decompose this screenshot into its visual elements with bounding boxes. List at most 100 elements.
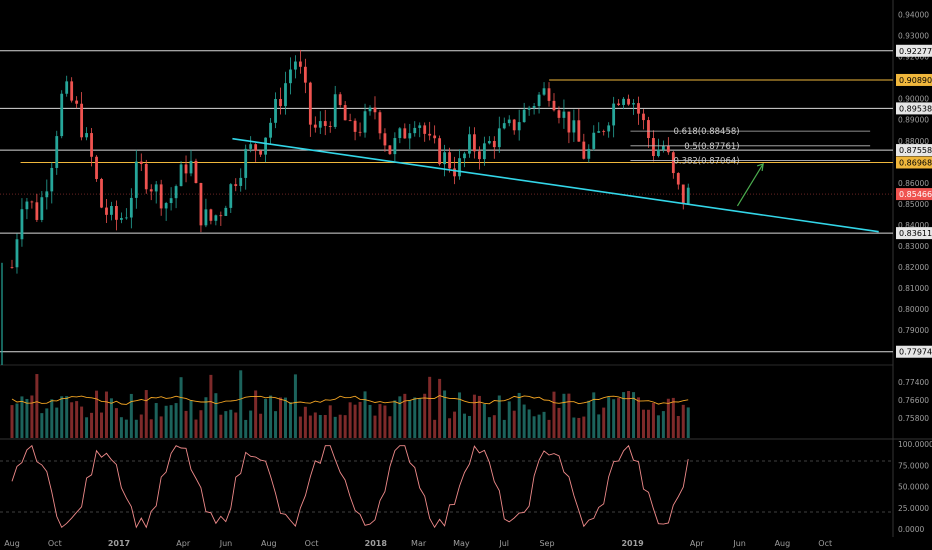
- time-tick-label: May: [453, 539, 470, 548]
- candle-body: [65, 81, 69, 94]
- volume-bar: [154, 403, 158, 438]
- volume-bar: [95, 390, 99, 438]
- candle-body: [313, 124, 317, 128]
- volume-bar: [50, 399, 54, 438]
- volume-bar: [90, 412, 94, 438]
- time-tick-label: Mar: [411, 539, 427, 548]
- volume-bar: [517, 392, 521, 438]
- volume-bar: [458, 392, 462, 438]
- volume-bar: [453, 411, 457, 438]
- price-level-badge: [896, 156, 932, 169]
- volume-bar: [676, 415, 680, 438]
- candle-body: [35, 202, 39, 220]
- candle-body: [522, 109, 526, 123]
- price-level-badge: [896, 144, 932, 157]
- time-tick-label: Jul: [498, 539, 509, 548]
- price-tick-label: 0.89000: [898, 116, 929, 125]
- volume-bar: [60, 396, 64, 438]
- volume-bar: [438, 378, 442, 438]
- candle-body: [289, 69, 292, 84]
- candle-body: [10, 267, 14, 268]
- volume-bar: [134, 419, 138, 438]
- price-level-badge-label: 0.89538: [899, 104, 932, 113]
- time-tick-label: Jun: [219, 539, 233, 548]
- price-tick-label: 0.92000: [898, 53, 929, 62]
- candle-body: [244, 148, 248, 178]
- volume-bar: [45, 408, 49, 438]
- candle-body: [383, 133, 387, 146]
- candle-body: [537, 94, 541, 107]
- candle-body: [567, 111, 571, 133]
- candle-body: [105, 207, 108, 215]
- candle-body: [418, 125, 422, 128]
- volume-bar: [333, 416, 337, 438]
- time-tick-label: 2019: [621, 539, 644, 548]
- volume-bar: [313, 412, 317, 438]
- volume-bar: [288, 402, 292, 438]
- volume-bar: [637, 397, 641, 438]
- candle-body: [393, 138, 397, 155]
- candle-body: [343, 105, 347, 121]
- candle-body: [433, 135, 437, 139]
- price-tick-label: 0.86000: [898, 179, 929, 188]
- volume-bar: [398, 396, 402, 438]
- volume-bar: [75, 401, 79, 438]
- volume-bar: [70, 402, 74, 438]
- volume-bar: [104, 391, 108, 438]
- candle-body: [214, 215, 218, 221]
- volume-bar: [35, 374, 39, 438]
- volume-bar: [348, 402, 352, 438]
- volume-bar: [338, 414, 342, 438]
- volume-bar: [602, 407, 606, 438]
- volume-bar: [179, 377, 183, 438]
- volume-bar: [10, 405, 14, 438]
- candle-body: [154, 184, 158, 192]
- candle-body: [607, 125, 611, 132]
- candle-body: [60, 93, 64, 137]
- time-tick-label: Aug: [261, 539, 277, 548]
- candle-body: [378, 112, 382, 134]
- candle-body: [413, 127, 417, 134]
- volume-bar: [413, 397, 417, 438]
- volume-tick-label: 0.75800: [898, 414, 929, 423]
- candle-body: [552, 100, 556, 111]
- volume-bar: [249, 410, 253, 438]
- price-tick-label: 0.94000: [898, 11, 929, 20]
- volume-bar: [65, 396, 69, 438]
- candle-body: [303, 66, 307, 83]
- volume-bar: [418, 398, 422, 438]
- candle-body: [50, 167, 54, 192]
- candle-body: [463, 153, 466, 159]
- volume-bar: [323, 414, 327, 438]
- candle-body: [328, 125, 332, 127]
- candle-body: [80, 103, 84, 138]
- candle-body: [274, 98, 277, 123]
- volume-bar: [587, 400, 591, 438]
- volume-bar: [80, 406, 84, 438]
- candle-body: [179, 164, 183, 187]
- candle-body: [124, 217, 128, 219]
- candle-body: [592, 132, 596, 149]
- candle-body: [224, 207, 228, 216]
- candle-body: [542, 88, 546, 95]
- candle-body: [652, 138, 655, 157]
- volume-bar: [497, 395, 501, 438]
- time-tick-label: Sep: [539, 539, 554, 548]
- candle-body: [647, 120, 650, 139]
- volume-bar: [477, 395, 481, 438]
- candle-body: [617, 103, 621, 105]
- candle-body: [527, 107, 531, 110]
- current-price-badge-label: 0.85466: [899, 190, 932, 199]
- volume-bar: [239, 370, 243, 438]
- candle-body: [348, 120, 352, 122]
- volume-bar: [547, 419, 551, 438]
- volume-bar: [492, 415, 496, 438]
- volume-bar: [622, 392, 626, 438]
- volume-bar: [109, 398, 113, 438]
- candle-body: [517, 122, 521, 131]
- price-panel[interactable]: 0.618(0.88458) 0.5(0.87761) 0.382(0.87064): [0, 49, 893, 365]
- time-tick-label: Oct: [48, 539, 62, 548]
- candle-body: [298, 61, 302, 67]
